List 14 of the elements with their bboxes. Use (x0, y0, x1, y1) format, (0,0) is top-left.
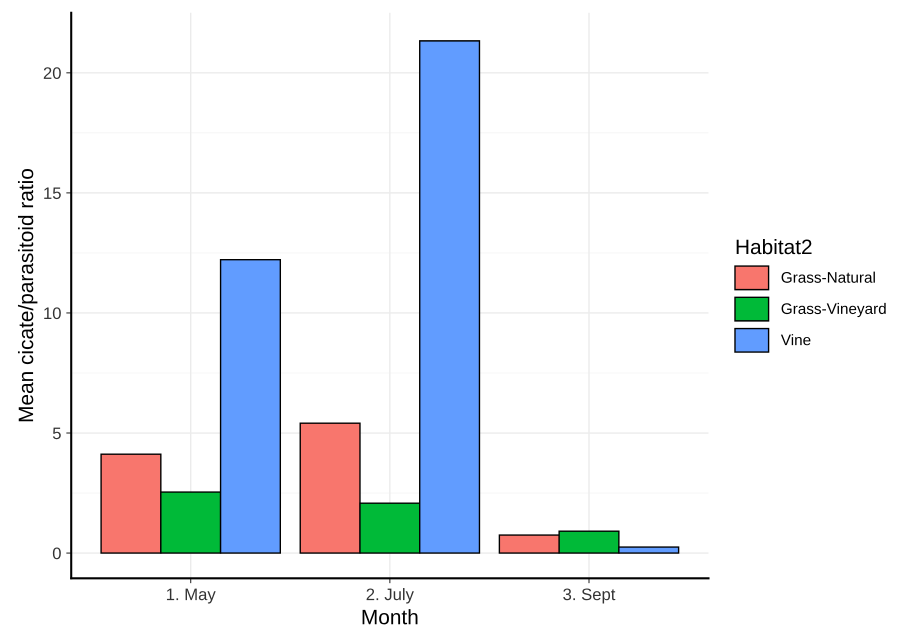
y-tick-label: 5 (52, 428, 61, 440)
x-axis-title: Month (362, 609, 418, 624)
legend-label: Grass-Vineyard (782, 302, 886, 318)
legend-label: Vine (780, 334, 810, 346)
x-tick-label: 3. Sept (563, 588, 616, 604)
y-tick-label: 0 (52, 547, 61, 560)
y-tick-label: 20 (44, 67, 61, 80)
legend-label: Grass-Natural (782, 272, 875, 283)
x-tick-label: 1. May (166, 588, 216, 604)
y-axis-title: Mean cicate/parasitoid ratio (18, 169, 38, 422)
x-tick-label: 2. July (366, 588, 414, 604)
y-tick-label: 15 (44, 187, 61, 200)
y-tick-label: 10 (44, 307, 61, 320)
legend-title: Habitat2 (736, 238, 812, 254)
